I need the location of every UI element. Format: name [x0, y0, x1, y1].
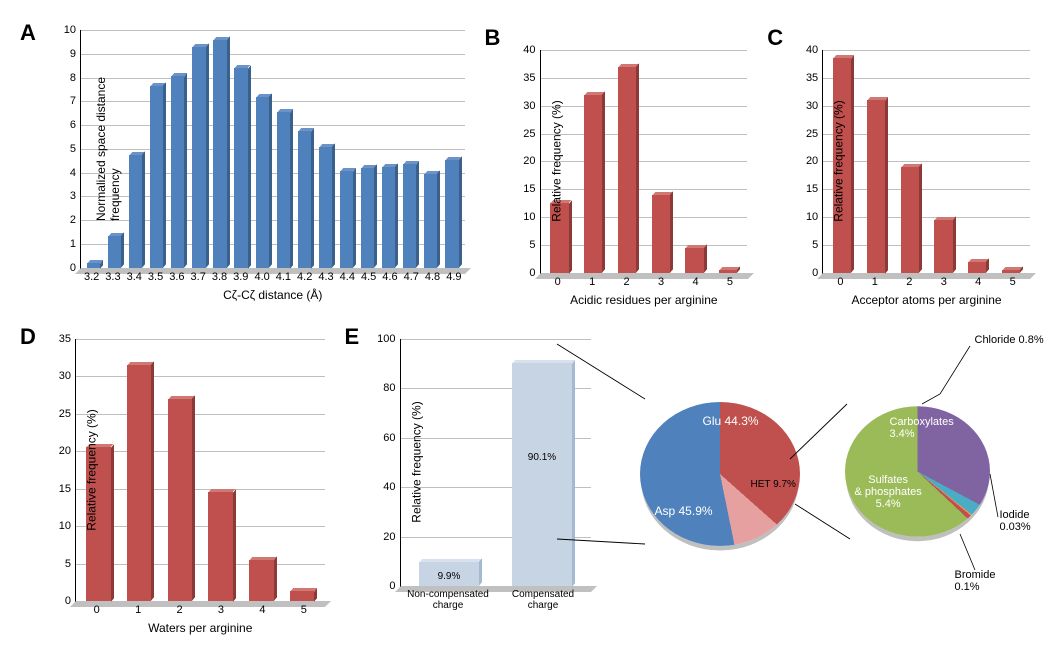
bar — [150, 86, 163, 268]
bar — [192, 47, 205, 268]
bar — [208, 492, 232, 601]
panel-c: C Relative frequency (%) Acceptor atoms … — [767, 20, 1040, 314]
panel-c-label: C — [767, 25, 783, 51]
bar — [968, 262, 986, 273]
bar — [901, 167, 919, 273]
bar — [249, 560, 273, 601]
pie1-het-label: HET 9.7% — [751, 479, 796, 490]
bar — [719, 270, 737, 273]
bar — [127, 365, 151, 601]
chart-b: Relative frequency (%) Acidic residues p… — [540, 50, 748, 274]
chart-e-bars: 9.9% 90.1% — [401, 339, 591, 586]
panel-a-label: A — [20, 20, 36, 46]
chart-c-floor — [817, 273, 1036, 279]
bar: 9.9% — [419, 562, 479, 586]
bar — [445, 160, 458, 268]
bar — [298, 131, 311, 268]
bar — [256, 97, 269, 268]
chart-b-xlabel: Acidic residues per arginine — [570, 293, 717, 307]
chart-b-ylabel: Relative frequency (%) — [549, 101, 563, 222]
chart-d: Relative frequency (%) Waters per argini… — [75, 339, 325, 602]
chart-a-bars — [81, 30, 465, 268]
bar: 90.1% — [512, 363, 572, 586]
bar — [584, 95, 602, 273]
panel-b-label: B — [485, 25, 501, 51]
bar — [361, 168, 374, 268]
pie2-iodide-label: Iodide0.03% — [1000, 509, 1031, 533]
chart-e-ylabel: Relative frequency (%) — [409, 402, 423, 523]
panel-e-label: E — [345, 324, 360, 350]
bar — [168, 399, 192, 601]
chart-c-bars — [823, 50, 1030, 273]
pie1-asp-label: Asp 45.9% — [655, 504, 713, 518]
figure-grid: A Normalized space distancefrequency Cζ-… — [20, 20, 1030, 632]
bar — [934, 220, 952, 273]
chart-d-xlabel: Waters per arginine — [148, 621, 252, 635]
bar — [867, 100, 885, 273]
bar — [290, 591, 314, 601]
chart-b-floor — [535, 273, 754, 279]
chart-c-xlabel: Acceptor atoms per arginine — [851, 293, 1001, 307]
chart-b-bars — [541, 50, 748, 273]
bar — [87, 263, 100, 268]
pie2-bromide-label: Bromide0.1% — [955, 569, 996, 593]
chart-a-xlabel: Cζ-Cζ distance (Å) — [223, 288, 322, 302]
bar — [234, 68, 247, 268]
bar — [424, 174, 437, 268]
chart-d-floor — [70, 601, 331, 607]
panel-d-label: D — [20, 324, 36, 350]
bar — [685, 248, 703, 273]
pie2-sulfates-label: Sulfates& phosphates5.4% — [855, 474, 922, 510]
bar — [277, 112, 290, 268]
pie2-chloride-label: Chloride 0.8% — [975, 334, 1044, 346]
bar — [171, 76, 184, 267]
bar — [618, 67, 636, 273]
bar — [319, 147, 332, 268]
chart-e-bar: 9.9%90.1% Relative frequency (%) 0204060… — [400, 339, 591, 587]
panel-b: B Relative frequency (%) Acidic residues… — [485, 20, 758, 314]
bar — [108, 236, 121, 268]
chart-a-ylabel: Normalized space distancefrequency — [94, 77, 122, 221]
bar — [1002, 270, 1020, 273]
chart-c-ylabel: Relative frequency (%) — [832, 101, 846, 222]
panel-e: E 9.9%90.1% Relative frequency (%) 02040… — [345, 324, 1040, 642]
chart-d-ylabel: Relative frequency (%) — [85, 409, 99, 530]
panel-a: A Normalized space distancefrequency Cζ-… — [20, 20, 475, 314]
chart-c: Relative frequency (%) Acceptor atoms pe… — [822, 50, 1030, 274]
chart-d-bars — [76, 339, 325, 601]
bar — [382, 167, 395, 268]
pie2-carboxylates-label: Carboxylates3.4% — [890, 416, 954, 440]
bar — [403, 164, 416, 267]
chart-a: Normalized space distancefrequency Cζ-Cζ… — [80, 30, 465, 269]
bar — [652, 195, 670, 273]
bar — [129, 155, 142, 268]
pie1-glu-label: Glu 44.3% — [703, 414, 759, 428]
bar — [213, 40, 226, 268]
bar — [340, 171, 353, 267]
